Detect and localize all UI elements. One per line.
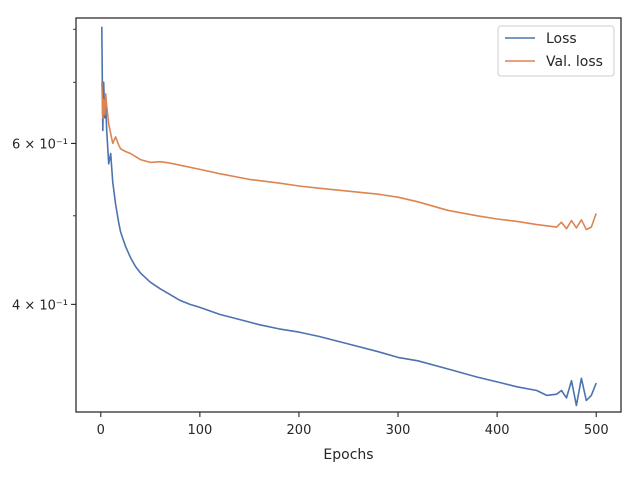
x-tick-label: 300 [386,423,411,438]
y-tick-label: 4 × 10⁻¹ [12,298,68,313]
legend: Loss Val. loss [497,25,615,77]
x-tick-label: 100 [187,423,212,438]
legend-label-val-loss: Val. loss [546,54,603,70]
x-tick-label: 400 [485,423,510,438]
series-layer [101,26,597,407]
x-tick-label: 200 [287,423,312,438]
x-tick-label: 0 [97,423,105,438]
x-axis-label: Epochs [323,447,373,463]
legend-label-loss: Loss [546,31,577,47]
y-tick-label: 6 × 10⁻¹ [12,137,68,152]
series-line-val-loss [101,82,597,231]
plot-frame [75,17,622,413]
series-line-loss [101,26,597,407]
x-tick-label: 500 [584,423,609,438]
